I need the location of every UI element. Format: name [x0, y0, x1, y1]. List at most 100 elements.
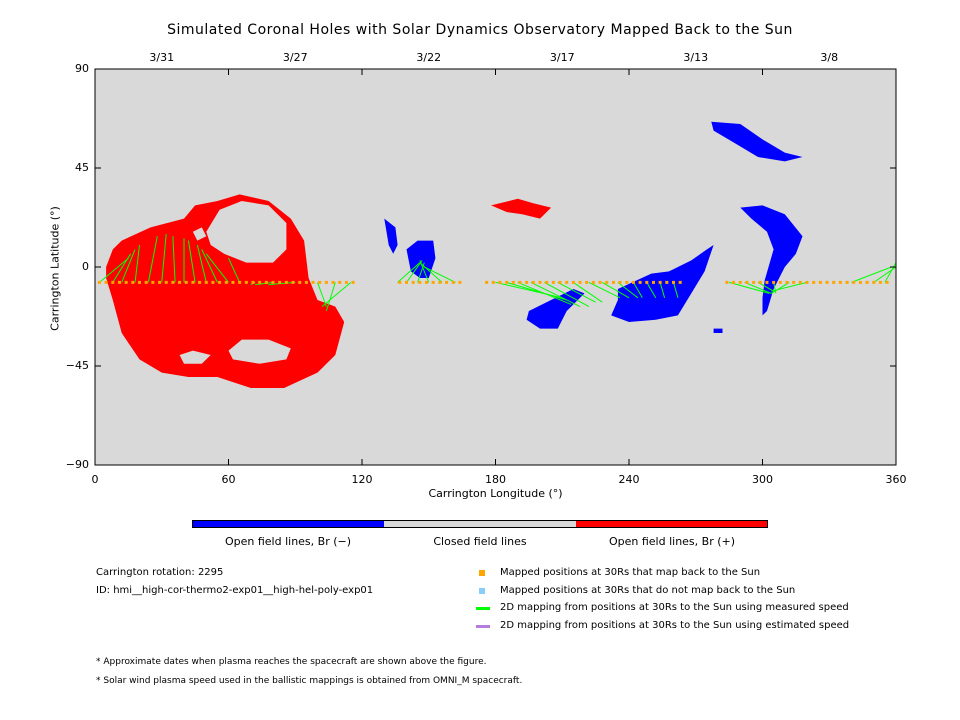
x-tick-label: 0 [91, 473, 99, 486]
footpoint-line-20 [406, 260, 423, 283]
mapped-point-45 [398, 280, 402, 284]
mapped-point-100 [765, 280, 769, 284]
legend-pos-label: Open field lines, Br (+) [608, 535, 736, 548]
mapped-point-79 [625, 280, 629, 284]
mapped-point-110 [832, 280, 836, 284]
mapped-point-60 [498, 280, 502, 284]
y-tick-label: −45 [65, 359, 89, 372]
top-date-label: 3/17 [549, 51, 575, 64]
coronal-hole-negative-7 [740, 205, 803, 316]
mapped-label: Mapped positions at 30Rs that map back t… [500, 567, 761, 578]
coronal-hole-negative-6 [711, 121, 803, 162]
closed-region-3 [192, 227, 207, 241]
footpoint-line-32 [588, 281, 621, 299]
mapped-point-111 [838, 280, 842, 284]
mapped-point-75 [598, 280, 602, 284]
footpoint-line-15 [268, 281, 296, 286]
closed-region-0 [206, 201, 287, 263]
model-id: ID: hmi__high-cor-thermo2-exp01__high-he… [96, 585, 374, 596]
mapped-point-29 [291, 280, 295, 284]
mapped-point-87 [678, 280, 682, 284]
mapped-point-99 [758, 280, 762, 284]
mapped-point-1 [104, 280, 108, 284]
mapped-point-82 [645, 280, 649, 284]
legend-bar-border [192, 520, 768, 528]
mapped-point-80 [631, 280, 635, 284]
mapped-point-3 [117, 280, 121, 284]
top-date-label: 3/22 [416, 51, 442, 64]
coronal-hole-negative-4 [526, 289, 585, 329]
mapped-point-69 [558, 280, 562, 284]
mapped-point-65 [531, 280, 535, 284]
mapped-point-108 [818, 280, 822, 284]
mapped-point-15 [198, 280, 202, 284]
mapped-point-98 [752, 280, 756, 284]
mapped-point-72 [578, 280, 582, 284]
mapped-swatch [479, 570, 485, 576]
mapped-point-59 [491, 280, 495, 284]
mapped-point-83 [651, 280, 655, 284]
mapped-point-109 [825, 280, 829, 284]
mapped-points [97, 280, 889, 284]
mapped-point-74 [591, 280, 595, 284]
footpoint-line-40 [744, 281, 772, 294]
mapped-point-35 [331, 280, 335, 284]
mapped-point-104 [792, 280, 796, 284]
mapped-point-117 [878, 280, 882, 284]
mapped-point-4 [124, 280, 128, 284]
mapped-point-13 [184, 280, 188, 284]
mapped-point-24 [258, 280, 262, 284]
coronal-hole-negative-2 [384, 218, 398, 254]
closed-region-1 [228, 339, 291, 364]
unmapped-swatch [479, 588, 485, 594]
mapped-point-66 [538, 280, 542, 284]
mapped-point-51 [438, 280, 442, 284]
mapped-point-101 [772, 280, 776, 284]
footpoint-line-30 [557, 281, 596, 303]
mapped-point-58 [485, 280, 489, 284]
mapped-point-8 [151, 280, 155, 284]
mapped-point-20 [231, 280, 235, 284]
y-tick-label: −90 [65, 458, 89, 471]
x-tick-label: 240 [618, 473, 640, 486]
carrington-rotation: Carrington rotation: 2295 [96, 567, 224, 578]
footpoint-line-37 [659, 282, 666, 298]
footpoint-line-42 [773, 282, 777, 294]
y-tick-label: 0 [82, 260, 89, 273]
footnote-dates: * Approximate dates when plasma reaches … [96, 657, 487, 667]
mapped-point-26 [271, 280, 275, 284]
footpoint-lines [99, 233, 897, 312]
measured-label: 2D mapping from positions at 30Rs to the… [500, 602, 849, 613]
y-tick-label: 45 [75, 161, 89, 174]
x-tick-label: 300 [752, 473, 773, 486]
estimated-label: 2D mapping from positions at 30Rs to the… [500, 620, 850, 631]
mapped-point-94 [725, 280, 729, 284]
mapped-point-116 [872, 280, 876, 284]
mapped-point-21 [238, 280, 242, 284]
mapped-point-27 [278, 280, 282, 284]
footpoint-line-6 [172, 236, 176, 283]
footpoint-line-31 [573, 281, 603, 303]
footpoint-line-45 [851, 266, 892, 283]
footpoint-line-19 [397, 262, 421, 283]
mapped-point-81 [638, 280, 642, 284]
footpoint-line-28 [530, 281, 581, 308]
footpoint-line-12 [228, 257, 241, 283]
mapped-point-107 [812, 280, 816, 284]
mapped-point-32 [311, 280, 315, 284]
mapped-point-9 [158, 280, 162, 284]
mapped-point-17 [211, 280, 215, 284]
mapped-point-112 [845, 280, 849, 284]
mapped-point-71 [571, 280, 575, 284]
mapped-point-73 [585, 280, 589, 284]
mapped-point-115 [865, 280, 869, 284]
footpoint-line-3 [134, 244, 140, 283]
axis-ticks [94, 68, 897, 466]
y-axis-label: Carrington Latitude (°) [48, 206, 62, 331]
mapped-point-33 [318, 280, 322, 284]
mapped-point-85 [665, 280, 669, 284]
coronal-hole-negative-5 [611, 245, 714, 322]
mapped-point-6 [138, 280, 141, 284]
mapped-point-50 [431, 280, 435, 284]
